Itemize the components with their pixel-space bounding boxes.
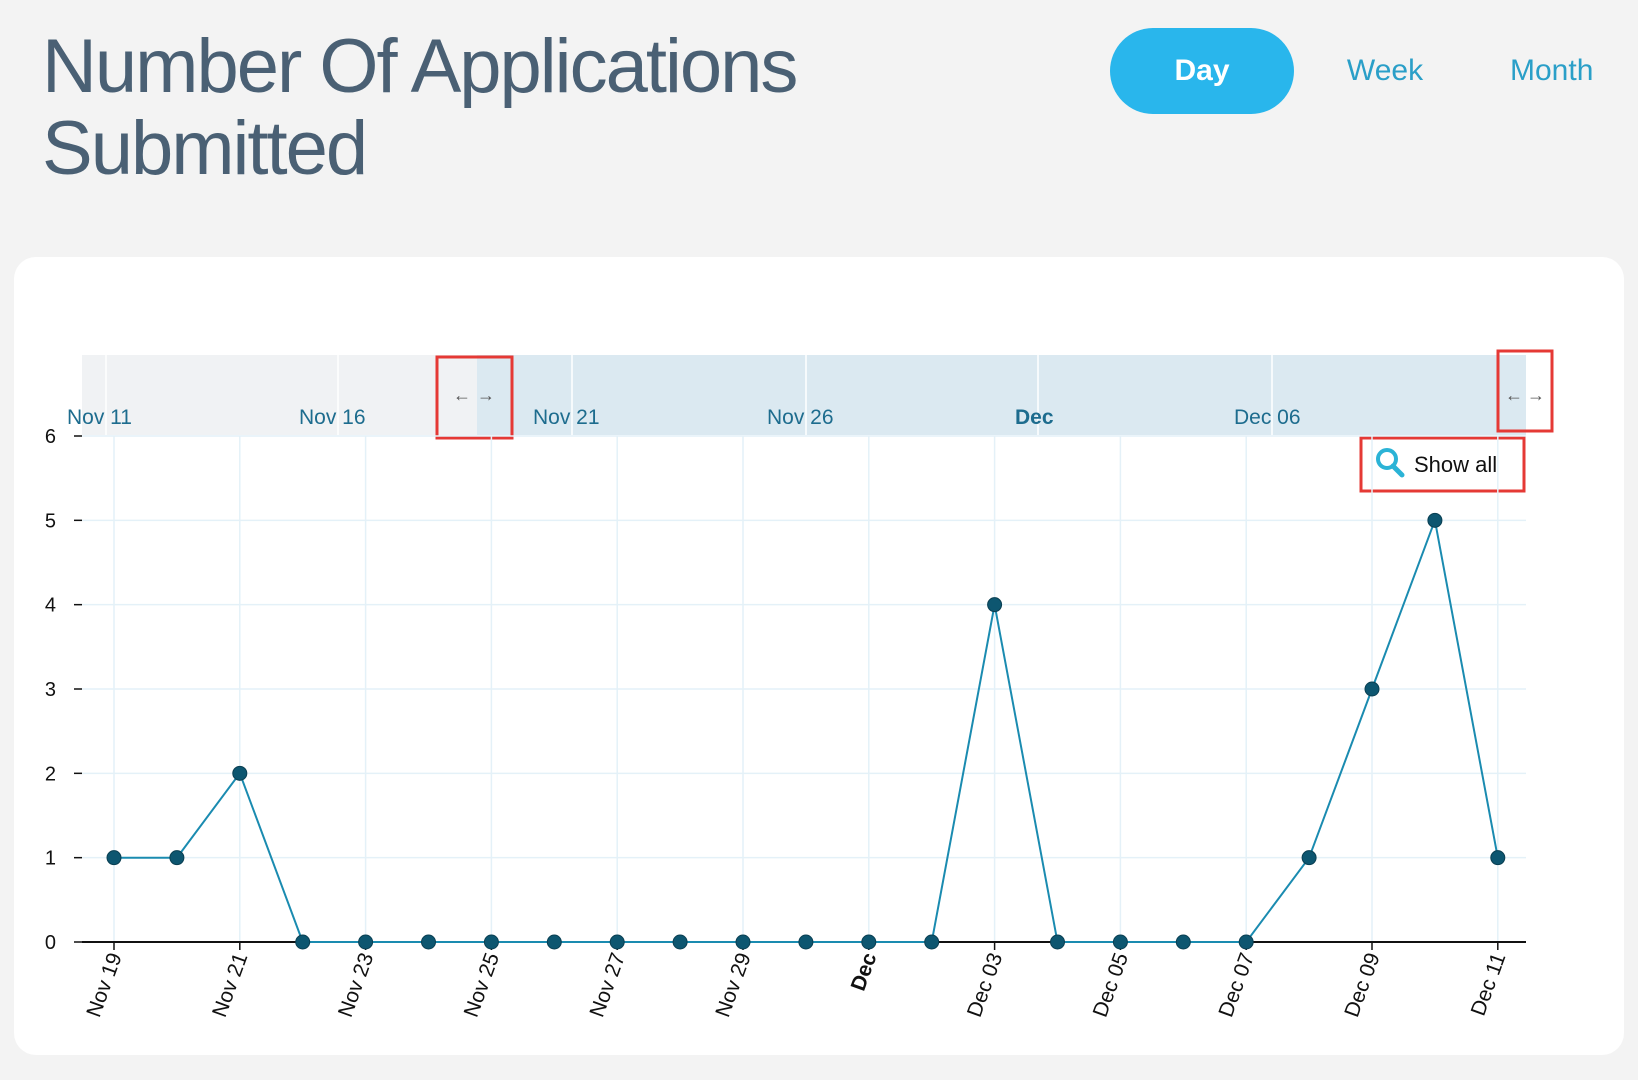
data-point[interactable] (1427, 512, 1443, 528)
month-range-button[interactable]: Month (1510, 28, 1638, 114)
arrow-left-icon: ← (1505, 385, 1523, 405)
y-tick-label: 6 (45, 426, 56, 448)
data-point[interactable] (232, 765, 248, 781)
data-point[interactable] (1301, 850, 1317, 866)
data-point[interactable] (169, 850, 185, 866)
data-point[interactable] (1238, 934, 1254, 950)
data-point[interactable] (1364, 681, 1380, 697)
navigator-left-handle[interactable]: ← → (435, 355, 514, 440)
y-axis: 0 1 2 3 4 5 6 (45, 426, 82, 954)
page-title: Number Of Applications Submitted (42, 24, 798, 191)
left-handle-highlight (435, 355, 514, 440)
data-point[interactable] (295, 934, 311, 950)
navigator-label: Nov 26 (767, 406, 834, 429)
right-handle-highlight (1496, 349, 1554, 433)
navigator-labels: Nov 11 Nov 16 Nov 21 Nov 26 Dec Dec 06 (67, 406, 1301, 429)
x-tick-label: Nov 27 (586, 950, 630, 1020)
data-point[interactable] (672, 934, 688, 950)
y-tick-label: 5 (45, 510, 56, 532)
show-all-button[interactable]: Show all (1359, 436, 1526, 493)
x-tick-label: Dec 05 (1089, 950, 1133, 1020)
navigator-selected-range[interactable] (477, 355, 1526, 435)
data-point[interactable] (735, 934, 751, 950)
x-tick-label: Dec 07 (1215, 950, 1259, 1020)
navigator-right-handle[interactable]: ← → (1496, 349, 1554, 433)
x-tick-label: Nov 23 (334, 950, 378, 1020)
y-tick-label: 4 (45, 595, 56, 617)
x-tick-label: Dec 11 (1467, 950, 1511, 1019)
zoom-icon (1376, 448, 1405, 478)
data-point[interactable] (1175, 934, 1191, 950)
data-point[interactable] (106, 850, 122, 866)
arrow-left-icon: ← (453, 385, 471, 405)
show-all-label: Show all (1414, 452, 1497, 477)
series-line (114, 516, 1499, 943)
x-tick-label: Nov 21 (208, 950, 252, 1020)
data-point[interactable] (483, 934, 499, 950)
arrow-right-icon: → (1527, 385, 1545, 405)
data-point[interactable] (798, 934, 814, 950)
navigator-label: Dec (1015, 406, 1054, 429)
data-point[interactable] (987, 597, 1003, 613)
y-tick-label: 2 (45, 763, 56, 785)
data-point[interactable] (609, 934, 625, 950)
arrow-right-icon: → (477, 385, 495, 405)
x-tick-label: Dec 09 (1340, 950, 1384, 1020)
week-range-button[interactable]: Week (1320, 28, 1450, 114)
y-tick-label: 1 (45, 848, 56, 870)
navigator-label: Dec 06 (1234, 406, 1301, 429)
data-point[interactable] (861, 934, 877, 950)
x-tick-label: Dec 03 (963, 950, 1007, 1020)
data-point[interactable] (1490, 850, 1506, 866)
series-markers (106, 512, 1506, 950)
navigator-label: Nov 21 (533, 406, 600, 429)
day-range-button[interactable]: Day (1110, 28, 1294, 114)
x-axis: Nov 19 Nov 21 Nov 23 Nov 25 Nov 27 Nov 29 Dec D… (82, 942, 1510, 1020)
chart-grid (82, 435, 1526, 942)
data-point[interactable] (546, 934, 562, 950)
data-point[interactable] (358, 934, 374, 950)
y-tick-label: 0 (45, 932, 56, 954)
x-tick-label: Nov 25 (460, 950, 504, 1020)
x-tick-label: Dec (847, 950, 882, 994)
y-tick-label: 3 (45, 679, 56, 701)
x-tick-label: Nov 29 (711, 950, 755, 1020)
data-point[interactable] (924, 934, 940, 950)
show-all-highlight (1359, 436, 1526, 493)
data-point[interactable] (1112, 934, 1128, 950)
navigator-label: Nov 11 (67, 406, 132, 429)
navigator[interactable]: Nov 11 Nov 16 Nov 21 Nov 26 Dec Dec 06 ←… (67, 349, 1554, 440)
data-point[interactable] (1050, 934, 1065, 950)
data-point[interactable] (421, 934, 436, 950)
navigator-label: Nov 16 (299, 406, 366, 429)
x-tick-label: Nov 19 (82, 950, 126, 1020)
navigator-grid (105, 355, 1273, 435)
